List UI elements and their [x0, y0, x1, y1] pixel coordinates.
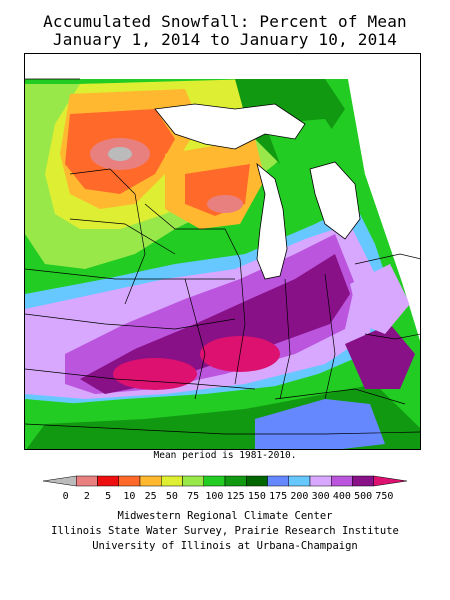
legend-label-500: 500 [354, 491, 372, 502]
legend-swatch-100 [203, 475, 226, 487]
legend-swatch-500 [352, 475, 374, 487]
border-mo [184, 278, 206, 400]
mask-ne [348, 54, 420, 338]
legend-swatch-750 [373, 475, 408, 487]
legend-label-75: 75 [187, 491, 199, 502]
legend-label-2: 2 [84, 491, 90, 502]
border-south [25, 423, 420, 435]
legend-swatch-125 [224, 475, 247, 487]
state-borders [25, 78, 420, 435]
legend-label-10: 10 [123, 491, 135, 502]
legend-swatch-150 [246, 475, 268, 487]
border-nd-sd [69, 168, 136, 195]
legend-swatch-50 [161, 475, 183, 487]
border-wi-il [144, 203, 241, 260]
border-ok-tx [25, 368, 256, 390]
legend-label-125: 125 [227, 491, 245, 502]
contour-175-south [255, 399, 385, 449]
legend-swatch-2 [76, 475, 98, 487]
legend-label-200: 200 [290, 491, 308, 502]
legend-swatch-400 [331, 475, 353, 487]
legend-label-5: 5 [105, 491, 111, 502]
legend-label-0: 0 [63, 491, 69, 502]
contour-750-a [113, 358, 197, 390]
map-title-line2: January 1, 2014 to January 10, 2014 [52, 30, 398, 49]
legend-swatch-75 [182, 475, 204, 487]
border-ks-ok [25, 313, 236, 330]
mask-top [25, 54, 420, 74]
contour-500-east [345, 324, 415, 389]
border-md [364, 333, 420, 340]
snowfall-map [24, 53, 421, 450]
mean-period-note: Mean period is 1981-2010. [153, 450, 297, 461]
legend-label-400: 400 [333, 491, 351, 502]
credit-line1: Midwestern Regional Climate Center [117, 510, 333, 522]
contour-300-east [350, 264, 410, 334]
contour-2-east [207, 195, 243, 213]
border-ky-tn [274, 388, 406, 405]
legend-swatch-10 [118, 475, 141, 487]
border-ne-ks [25, 268, 235, 280]
legend-label-750: 750 [375, 491, 393, 502]
color-legend: 0 2 5 10 25 50 75 100 125 150 175 200 300 400 500 750 [42, 472, 408, 506]
legend-label-175: 175 [269, 491, 287, 502]
legend-label-300: 300 [312, 491, 330, 502]
border-oh-pa [324, 273, 336, 400]
border-mn-ia [124, 193, 146, 305]
map-title-line1: Accumulated Snowfall: Percent of Mean [43, 12, 407, 31]
legend-swatch-300 [309, 475, 332, 487]
snowfall-map-svg [25, 54, 420, 449]
border-sd-ne [69, 218, 176, 255]
legend-label-100: 100 [205, 491, 223, 502]
border-in-oh [279, 278, 291, 400]
lake-michigan [256, 162, 288, 280]
border-ny-pa [354, 253, 420, 265]
lake-huron [309, 161, 361, 240]
legend-swatch-200 [288, 475, 311, 487]
legend-label-25: 25 [145, 491, 157, 502]
credit-line3: University of Illinois at Urbana-Champai… [92, 540, 358, 552]
legend-swatch-0 [42, 475, 77, 487]
legend-svg: 0 2 5 10 25 50 75 100 125 150 175 200 300 400 500 750 [42, 475, 408, 502]
contour-0-west [108, 147, 132, 161]
lake-superior [154, 103, 306, 150]
great-lakes [154, 103, 361, 280]
credit-line2: Illinois State Water Survey, Prairie Res… [51, 525, 399, 537]
border-il-in [234, 258, 246, 385]
legend-swatch-175 [267, 475, 289, 487]
legend-swatch-5 [97, 475, 119, 487]
legend-label-50: 50 [166, 491, 178, 502]
legend-label-150: 150 [248, 491, 266, 502]
legend-swatch-25 [139, 475, 162, 487]
